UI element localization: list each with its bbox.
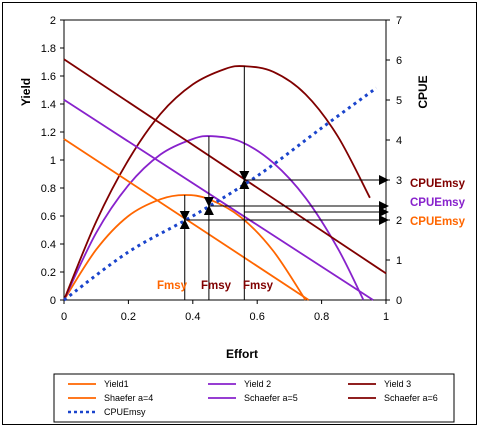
y2-tick-label: 2 [396, 215, 402, 227]
y-tick-label: 1 [50, 155, 56, 167]
x-tick-label: 0.4 [185, 311, 200, 323]
y-tick-label: 0.2 [41, 267, 56, 279]
series-line-3 [63, 65, 371, 301]
series-line-6 [63, 58, 387, 275]
msy-triangle-down [239, 171, 250, 181]
legend-label: Yield 2 [244, 379, 271, 389]
legend-label: Schaefer a=5 [244, 393, 298, 403]
legend-label: Shaefer a=4 [104, 393, 153, 403]
cpuemsy-label: CPUEmsy [410, 178, 466, 190]
msy-triangle-up [203, 205, 214, 215]
y-tick-label: 1.8 [41, 43, 56, 55]
x-tick-label: 0.2 [121, 311, 136, 323]
fmsy-label: Fmsy [201, 280, 232, 292]
x-tick-label: 0.8 [314, 311, 329, 323]
y-tick-label: 0.6 [41, 211, 56, 223]
fmsy-label: Fmsy [243, 280, 274, 292]
y-tick-label: 1.2 [41, 127, 56, 139]
y-tick-label: 1.6 [41, 71, 56, 83]
x-axis-title: Effort [226, 347, 258, 361]
cpuemsy-label: CPUEmsy [410, 216, 466, 228]
msy-triangle-down [203, 197, 214, 207]
y-tick-label: 1.4 [41, 99, 56, 111]
legend-label: CPUEmsy [104, 407, 146, 417]
cpuemsy-label: CPUEmsy [410, 197, 466, 209]
y2-tick-label: 1 [396, 255, 402, 267]
fmsy-label: Fmsy [157, 280, 188, 292]
y2-tick-label: 7 [396, 15, 402, 27]
legend-label: Yield1 [104, 379, 129, 389]
legend-label: Schaefer a=6 [384, 393, 438, 403]
y2-tick-label: 4 [396, 135, 402, 147]
x-tick-label: 1 [383, 311, 389, 323]
y2-tick-label: 0 [396, 295, 402, 307]
y-axis-title: Yield [19, 78, 33, 106]
legend-box [53, 373, 455, 423]
y2-tick-label: 5 [396, 95, 402, 107]
y-tick-label: 0 [50, 295, 56, 307]
y2-axis-title: CPUE [416, 75, 430, 108]
series-line-7 [63, 86, 378, 302]
msy-triangle-down [179, 211, 190, 221]
y2-tick-label: 3 [396, 175, 402, 187]
plot-area [63, 19, 387, 301]
y-tick-label: 0.4 [41, 239, 56, 251]
msy-triangle-up [239, 179, 250, 189]
series-line-2 [63, 135, 365, 301]
x-tick-label: 0 [61, 311, 67, 323]
x-tick-label: 0.6 [250, 311, 265, 323]
legend-label: Yield 3 [384, 379, 411, 389]
y-tick-label: 2 [50, 15, 56, 27]
y2-tick-label: 6 [396, 55, 402, 67]
msy-triangle-up [179, 219, 190, 229]
y-tick-label: 0.8 [41, 183, 56, 195]
